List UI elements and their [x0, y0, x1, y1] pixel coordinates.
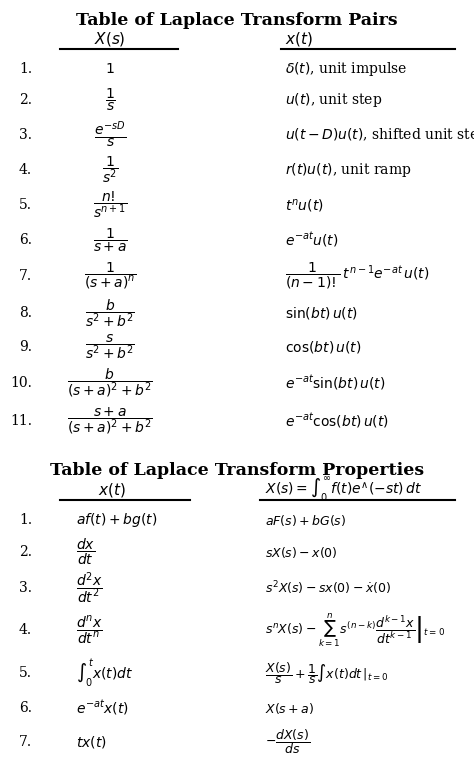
- Text: $X(s)$: $X(s)$: [94, 30, 126, 48]
- Text: 1.: 1.: [19, 62, 32, 76]
- Text: 4.: 4.: [19, 623, 32, 637]
- Text: $\dfrac{b}{s^2+b^2}$: $\dfrac{b}{s^2+b^2}$: [85, 297, 135, 329]
- Text: $u(t-D)u(t)$, shifted unit step: $u(t-D)u(t)$, shifted unit step: [285, 126, 474, 144]
- Text: $aF(s)+bG(s)$: $aF(s)+bG(s)$: [265, 512, 346, 528]
- Text: 8.: 8.: [19, 306, 32, 320]
- Text: $\dfrac{e^{-sD}}{s}$: $\dfrac{e^{-sD}}{s}$: [94, 120, 126, 151]
- Text: $tx(t)$: $tx(t)$: [76, 734, 107, 750]
- Text: $r(t)u(t)$, unit ramp: $r(t)u(t)$, unit ramp: [285, 161, 411, 179]
- Text: 5.: 5.: [19, 198, 32, 212]
- Text: 3.: 3.: [19, 581, 32, 595]
- Text: 6.: 6.: [19, 233, 32, 247]
- Text: 1.: 1.: [19, 513, 32, 527]
- Text: $\dfrac{s}{s^2+b^2}$: $\dfrac{s}{s^2+b^2}$: [85, 333, 135, 362]
- Text: $s^nX(s)-\sum_{k=1}^{n}s^{(n-k)}\left.\dfrac{d^{k-1}x}{dt^{k-1}}\right|_{t=0}$: $s^nX(s)-\sum_{k=1}^{n}s^{(n-k)}\left.\d…: [265, 611, 445, 649]
- Text: $af(t)+bg(t)$: $af(t)+bg(t)$: [76, 511, 157, 529]
- Text: $X(s+a)$: $X(s+a)$: [265, 700, 314, 716]
- Text: 2.: 2.: [19, 545, 32, 559]
- Text: $\dfrac{1}{(n-1)!}\,t^{n-1}e^{-at}\,u(t)$: $\dfrac{1}{(n-1)!}\,t^{n-1}e^{-at}\,u(t)…: [285, 261, 429, 291]
- Text: $\dfrac{d^n x}{dt^n}$: $\dfrac{d^n x}{dt^n}$: [76, 614, 103, 646]
- Text: $\dfrac{1}{s^2}$: $\dfrac{1}{s^2}$: [102, 154, 118, 185]
- Text: 11.: 11.: [10, 414, 32, 428]
- Text: $-\dfrac{dX(s)}{ds}$: $-\dfrac{dX(s)}{ds}$: [265, 727, 310, 756]
- Text: $t^{n}u(t)$: $t^{n}u(t)$: [285, 197, 324, 214]
- Text: Table of Laplace Transform Pairs: Table of Laplace Transform Pairs: [76, 12, 398, 29]
- Text: 10.: 10.: [10, 376, 32, 390]
- Text: 4.: 4.: [19, 163, 32, 177]
- Text: $e^{-at}\cos(bt)\,u(t)$: $e^{-at}\cos(bt)\,u(t)$: [285, 412, 389, 430]
- Text: 7.: 7.: [19, 269, 32, 283]
- Text: 3.: 3.: [19, 128, 32, 142]
- Text: $e^{-at}\sin(bt)\,u(t)$: $e^{-at}\sin(bt)\,u(t)$: [285, 374, 385, 392]
- Text: $\dfrac{s+a}{(s+a)^2+b^2}$: $\dfrac{s+a}{(s+a)^2+b^2}$: [67, 406, 153, 436]
- Text: $1$: $1$: [105, 62, 115, 76]
- Text: $sX(s)-x(0)$: $sX(s)-x(0)$: [265, 545, 338, 560]
- Text: $x(t)$: $x(t)$: [285, 30, 313, 48]
- Text: 2.: 2.: [19, 93, 32, 107]
- Text: $x(t)$: $x(t)$: [98, 481, 126, 499]
- Text: 9.: 9.: [19, 340, 32, 354]
- Text: $e^{-at}x(t)$: $e^{-at}x(t)$: [76, 699, 129, 717]
- Text: 5.: 5.: [19, 666, 32, 680]
- Text: $\dfrac{X(s)}{s}+\dfrac{1}{s}\int x(t)dt\,|_{t=0}$: $\dfrac{X(s)}{s}+\dfrac{1}{s}\int x(t)dt…: [265, 660, 388, 686]
- Text: $\dfrac{1}{(s+a)^n}$: $\dfrac{1}{(s+a)^n}$: [84, 260, 136, 291]
- Text: $\cos(bt)\,u(t)$: $\cos(bt)\,u(t)$: [285, 339, 362, 355]
- Text: $\dfrac{b}{(s+a)^2+b^2}$: $\dfrac{b}{(s+a)^2+b^2}$: [67, 366, 153, 399]
- Text: $\int_0^t x(t)dt$: $\int_0^t x(t)dt$: [76, 657, 133, 689]
- Text: Table of Laplace Transform Properties: Table of Laplace Transform Properties: [50, 462, 424, 479]
- Text: $\dfrac{1}{s}$: $\dfrac{1}{s}$: [105, 87, 115, 113]
- Text: $\sin(bt)\,u(t)$: $\sin(bt)\,u(t)$: [285, 305, 358, 321]
- Text: $\dfrac{dx}{dt}$: $\dfrac{dx}{dt}$: [76, 537, 95, 568]
- Text: 7.: 7.: [19, 735, 32, 749]
- Text: $\dfrac{1}{s+a}$: $\dfrac{1}{s+a}$: [92, 227, 128, 253]
- Text: $\dfrac{n!}{s^{n+1}}$: $\dfrac{n!}{s^{n+1}}$: [93, 190, 128, 220]
- Text: $\delta(t)$, unit impulse: $\delta(t)$, unit impulse: [285, 60, 408, 78]
- Text: $s^2X(s)-sx(0)-\dot{x}(0)$: $s^2X(s)-sx(0)-\dot{x}(0)$: [265, 579, 391, 597]
- Text: $X(s) = \int_0^\infty f(t)e^{\wedge}(-st)\,dt$: $X(s) = \int_0^\infty f(t)e^{\wedge}(-st…: [265, 475, 422, 505]
- Text: $\dfrac{d^2x}{dt^2}$: $\dfrac{d^2x}{dt^2}$: [76, 570, 103, 606]
- Text: 6.: 6.: [19, 701, 32, 715]
- Text: $u(t)$, unit step: $u(t)$, unit step: [285, 91, 383, 109]
- Text: $e^{-at}u(t)$: $e^{-at}u(t)$: [285, 230, 338, 250]
